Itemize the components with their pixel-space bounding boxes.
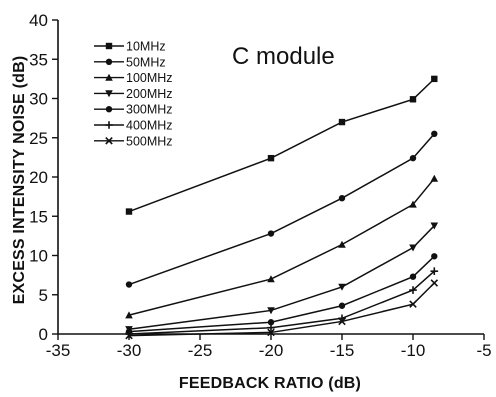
data-point xyxy=(409,96,417,103)
data-point xyxy=(267,307,275,315)
y-tick-label: 35 xyxy=(29,50,48,69)
data-point xyxy=(430,222,439,230)
legend-item: 300MHz xyxy=(94,103,173,117)
legend-marker xyxy=(105,106,113,113)
data-point xyxy=(430,174,439,182)
x-tick-label: -5 xyxy=(476,341,491,360)
legend-marker xyxy=(105,137,113,145)
series-line xyxy=(128,282,435,337)
series-line xyxy=(128,225,435,331)
series-400MHz xyxy=(125,267,439,338)
legend-label: 200MHz xyxy=(126,87,173,101)
legend-item: 10MHz xyxy=(94,40,166,54)
legend-item: 100MHz xyxy=(94,71,173,85)
data-point xyxy=(267,323,275,332)
data-point xyxy=(338,240,346,248)
data-point xyxy=(409,286,417,294)
legend-item: 200MHz xyxy=(94,87,173,101)
y-tick-label: 40 xyxy=(29,11,48,30)
data-point xyxy=(125,281,133,288)
legend-label: 100MHz xyxy=(126,71,173,85)
legend-label: 500MHz xyxy=(126,134,173,148)
data-point xyxy=(338,302,346,309)
y-tick-label: 15 xyxy=(29,207,48,226)
data-point xyxy=(409,154,417,162)
x-tick-label: -15 xyxy=(330,341,355,360)
legend-label: 10MHz xyxy=(126,40,166,54)
data-point xyxy=(338,194,346,202)
x-tick-label: -25 xyxy=(188,341,213,360)
data-point xyxy=(431,253,438,260)
axes: -35 -30 -25 -20 -15 -10 -5 0 5 10 15 20 25 30 35 40 xyxy=(29,11,491,360)
data-point xyxy=(409,200,417,208)
legend-marker xyxy=(105,42,113,50)
legend-label: 50MHz xyxy=(126,55,166,69)
x-tick-label: -35 xyxy=(46,341,71,360)
data-point xyxy=(409,273,417,280)
data-point xyxy=(267,328,275,337)
series-line xyxy=(128,178,435,316)
series-300MHz xyxy=(125,253,438,335)
series-100MHz xyxy=(125,174,439,319)
legend-marker xyxy=(105,73,113,81)
data-point xyxy=(267,275,275,283)
y-axis-label: EXCESS INTENSITY NOISE (dB) xyxy=(11,56,28,305)
data-point xyxy=(409,244,417,252)
legend-label: 400MHz xyxy=(126,119,173,133)
legend-item: 50MHz xyxy=(94,55,166,69)
data-point xyxy=(125,208,133,215)
x-tick-label: -10 xyxy=(401,341,426,360)
legend-item: 400MHz xyxy=(94,119,173,133)
x-tick-label: -20 xyxy=(259,341,284,360)
series-layer xyxy=(125,75,439,340)
x-axis-label: FEEDBACK RATIO (dB) xyxy=(179,375,361,392)
data-point xyxy=(267,154,275,162)
chart-annotation: C module xyxy=(232,43,335,70)
data-point xyxy=(267,230,275,237)
data-point xyxy=(267,319,275,326)
y-tick-label: 0 xyxy=(39,325,48,344)
data-point xyxy=(338,118,346,126)
y-tick-label: 20 xyxy=(29,168,48,187)
data-point xyxy=(338,317,346,326)
data-point xyxy=(409,300,417,308)
legend-label: 300MHz xyxy=(126,103,173,117)
legend-marker xyxy=(105,90,113,98)
data-point xyxy=(125,311,133,319)
legend-item: 500MHz xyxy=(94,134,173,148)
series-10MHz xyxy=(125,75,438,215)
data-point xyxy=(430,267,439,275)
data-point xyxy=(338,283,346,291)
x-tick-label: -30 xyxy=(117,341,142,360)
data-point xyxy=(430,279,439,287)
y-tick-label: 25 xyxy=(29,129,48,148)
data-point xyxy=(431,75,438,83)
data-point xyxy=(125,331,133,340)
y-tick-label: 10 xyxy=(29,247,48,266)
legend-marker xyxy=(105,58,113,65)
data-point xyxy=(431,130,438,138)
series-50MHz xyxy=(125,130,438,288)
series-line xyxy=(128,270,435,335)
series-200MHz xyxy=(125,222,439,334)
series-line xyxy=(128,78,435,213)
y-tick-label: 5 xyxy=(39,286,48,305)
series-500MHz xyxy=(125,279,439,340)
y-tick-label: 30 xyxy=(29,90,48,109)
legend-marker xyxy=(105,121,113,129)
